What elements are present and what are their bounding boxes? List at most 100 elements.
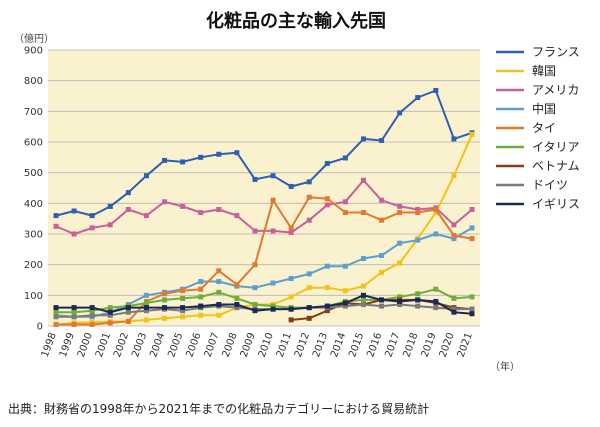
y-tick-label: 200 [24, 260, 43, 271]
data-point [270, 173, 276, 179]
data-point [451, 136, 457, 142]
data-point [71, 321, 77, 327]
legend-item: イギリス [496, 197, 580, 211]
legend-label: 中国 [532, 101, 556, 116]
data-point [469, 311, 475, 317]
series-lines [53, 87, 475, 327]
series-8 [53, 292, 475, 317]
data-point [162, 157, 168, 163]
data-point [397, 210, 403, 216]
y-tick-label: 400 [24, 199, 43, 210]
legend-label: フランス [532, 45, 580, 59]
data-point [342, 288, 348, 294]
data-point [107, 309, 113, 315]
data-point [89, 213, 95, 219]
data-point [89, 321, 95, 327]
data-point [234, 305, 240, 311]
data-point [252, 176, 258, 182]
data-point [234, 295, 240, 301]
y-tick-label: 800 [24, 76, 43, 87]
data-point [143, 305, 149, 311]
data-point [360, 256, 366, 262]
y-tick-label: 0 [37, 322, 43, 333]
y-tick-label: 100 [24, 291, 43, 302]
x-tick-label: 2015 [347, 331, 366, 359]
data-point [252, 262, 258, 268]
x-tick-label: 2000 [76, 331, 95, 359]
x-tick-label: 2009 [239, 331, 258, 359]
data-point [234, 282, 240, 288]
data-point [53, 321, 59, 327]
x-tick-label: 2021 [456, 331, 475, 359]
x-tick-label: 2016 [365, 331, 384, 359]
data-point [397, 294, 403, 300]
x-tick-label: 2017 [383, 331, 402, 359]
legend-label: アメリカ [532, 83, 579, 97]
data-point [107, 312, 113, 318]
data-point [342, 303, 348, 309]
data-point [125, 305, 131, 311]
legend-label: ドイツ [532, 178, 568, 192]
data-point [451, 309, 457, 315]
data-point [180, 288, 186, 294]
data-point [234, 150, 240, 156]
data-point [53, 309, 59, 315]
data-point [433, 286, 439, 292]
x-tick-label: 2006 [184, 331, 203, 359]
data-point [125, 309, 131, 315]
data-point [71, 314, 77, 320]
data-point [162, 305, 168, 311]
data-point [306, 194, 312, 200]
legend-item: ベトナム [496, 159, 580, 173]
data-point [451, 306, 457, 312]
data-point [180, 203, 186, 209]
data-point [143, 317, 149, 323]
series-line [55, 89, 473, 217]
data-point [415, 206, 421, 212]
x-tick-label: 2004 [148, 331, 167, 359]
data-point [415, 303, 421, 309]
data-point [469, 294, 475, 300]
x-tick-label: 2007 [203, 331, 222, 359]
data-point [379, 217, 385, 223]
data-point [288, 229, 294, 235]
data-point [216, 206, 222, 212]
data-point [379, 197, 385, 203]
data-point [107, 222, 113, 228]
data-point [180, 159, 186, 165]
data-point [53, 223, 59, 229]
data-point [324, 285, 330, 291]
data-point [360, 210, 366, 216]
data-point [469, 131, 475, 137]
data-point [89, 312, 95, 318]
data-point [143, 292, 149, 298]
data-point [288, 317, 294, 323]
data-point [162, 291, 168, 297]
data-point [71, 309, 77, 315]
data-point [143, 173, 149, 179]
data-point [379, 252, 385, 258]
data-point [198, 286, 204, 292]
x-axis-unit-label: （年） [490, 360, 520, 373]
legend-label: ベトナム [532, 159, 580, 173]
y-tick-label: 500 [24, 168, 43, 179]
data-point [162, 199, 168, 205]
data-point [53, 305, 59, 311]
data-point [397, 203, 403, 209]
legend-item: 中国 [496, 101, 556, 116]
legend-item: ドイツ [496, 178, 568, 192]
legend-item: アメリカ [496, 83, 579, 97]
data-point [288, 294, 294, 300]
data-point [306, 305, 312, 311]
data-point [107, 320, 113, 326]
data-point [324, 196, 330, 202]
data-point [342, 155, 348, 161]
data-point [379, 269, 385, 275]
data-point [433, 210, 439, 216]
data-point [71, 208, 77, 214]
data-point [270, 303, 276, 309]
data-point [415, 95, 421, 101]
data-point [451, 173, 457, 179]
data-point [252, 228, 258, 234]
legend-item: フランス [496, 45, 580, 59]
